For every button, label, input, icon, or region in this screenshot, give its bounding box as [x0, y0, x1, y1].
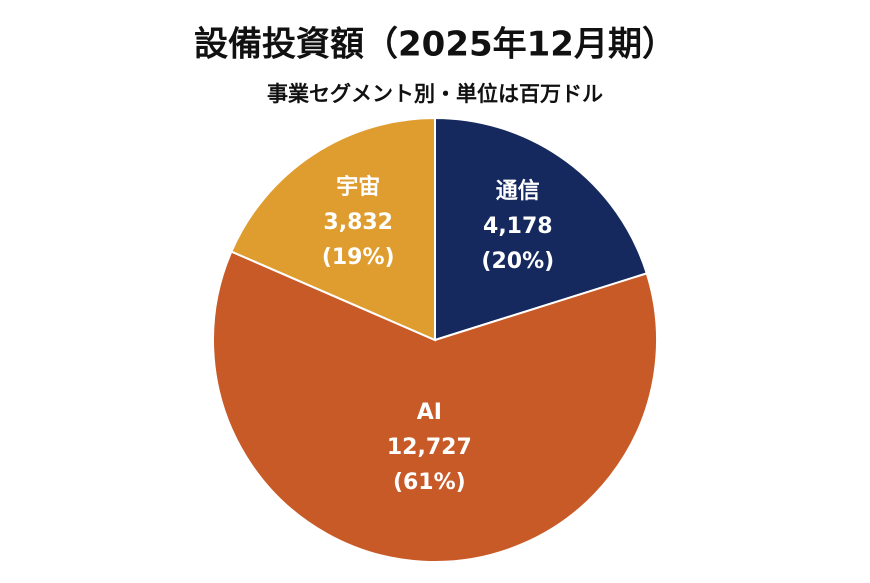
share-label: (20%): [481, 249, 554, 274]
slice-name: 宇宙: [336, 174, 380, 200]
chart-title: 設備投資額（2025年12月期）: [194, 25, 676, 65]
slice-name: 通信: [496, 178, 540, 204]
pie-slice: [434, 116, 649, 342]
value-label: 12,727: [387, 435, 472, 460]
value-label: 4,178: [483, 214, 553, 239]
share-label: (19%): [322, 245, 395, 270]
pie-slice: [212, 250, 658, 563]
pie-slice: [230, 116, 436, 342]
share-label: (61%): [393, 470, 466, 495]
value-label: 3,832: [323, 210, 393, 235]
slice-name: AI: [417, 400, 442, 425]
chart-subtitle: 事業セグメント別・単位は百万ドル: [267, 82, 603, 106]
